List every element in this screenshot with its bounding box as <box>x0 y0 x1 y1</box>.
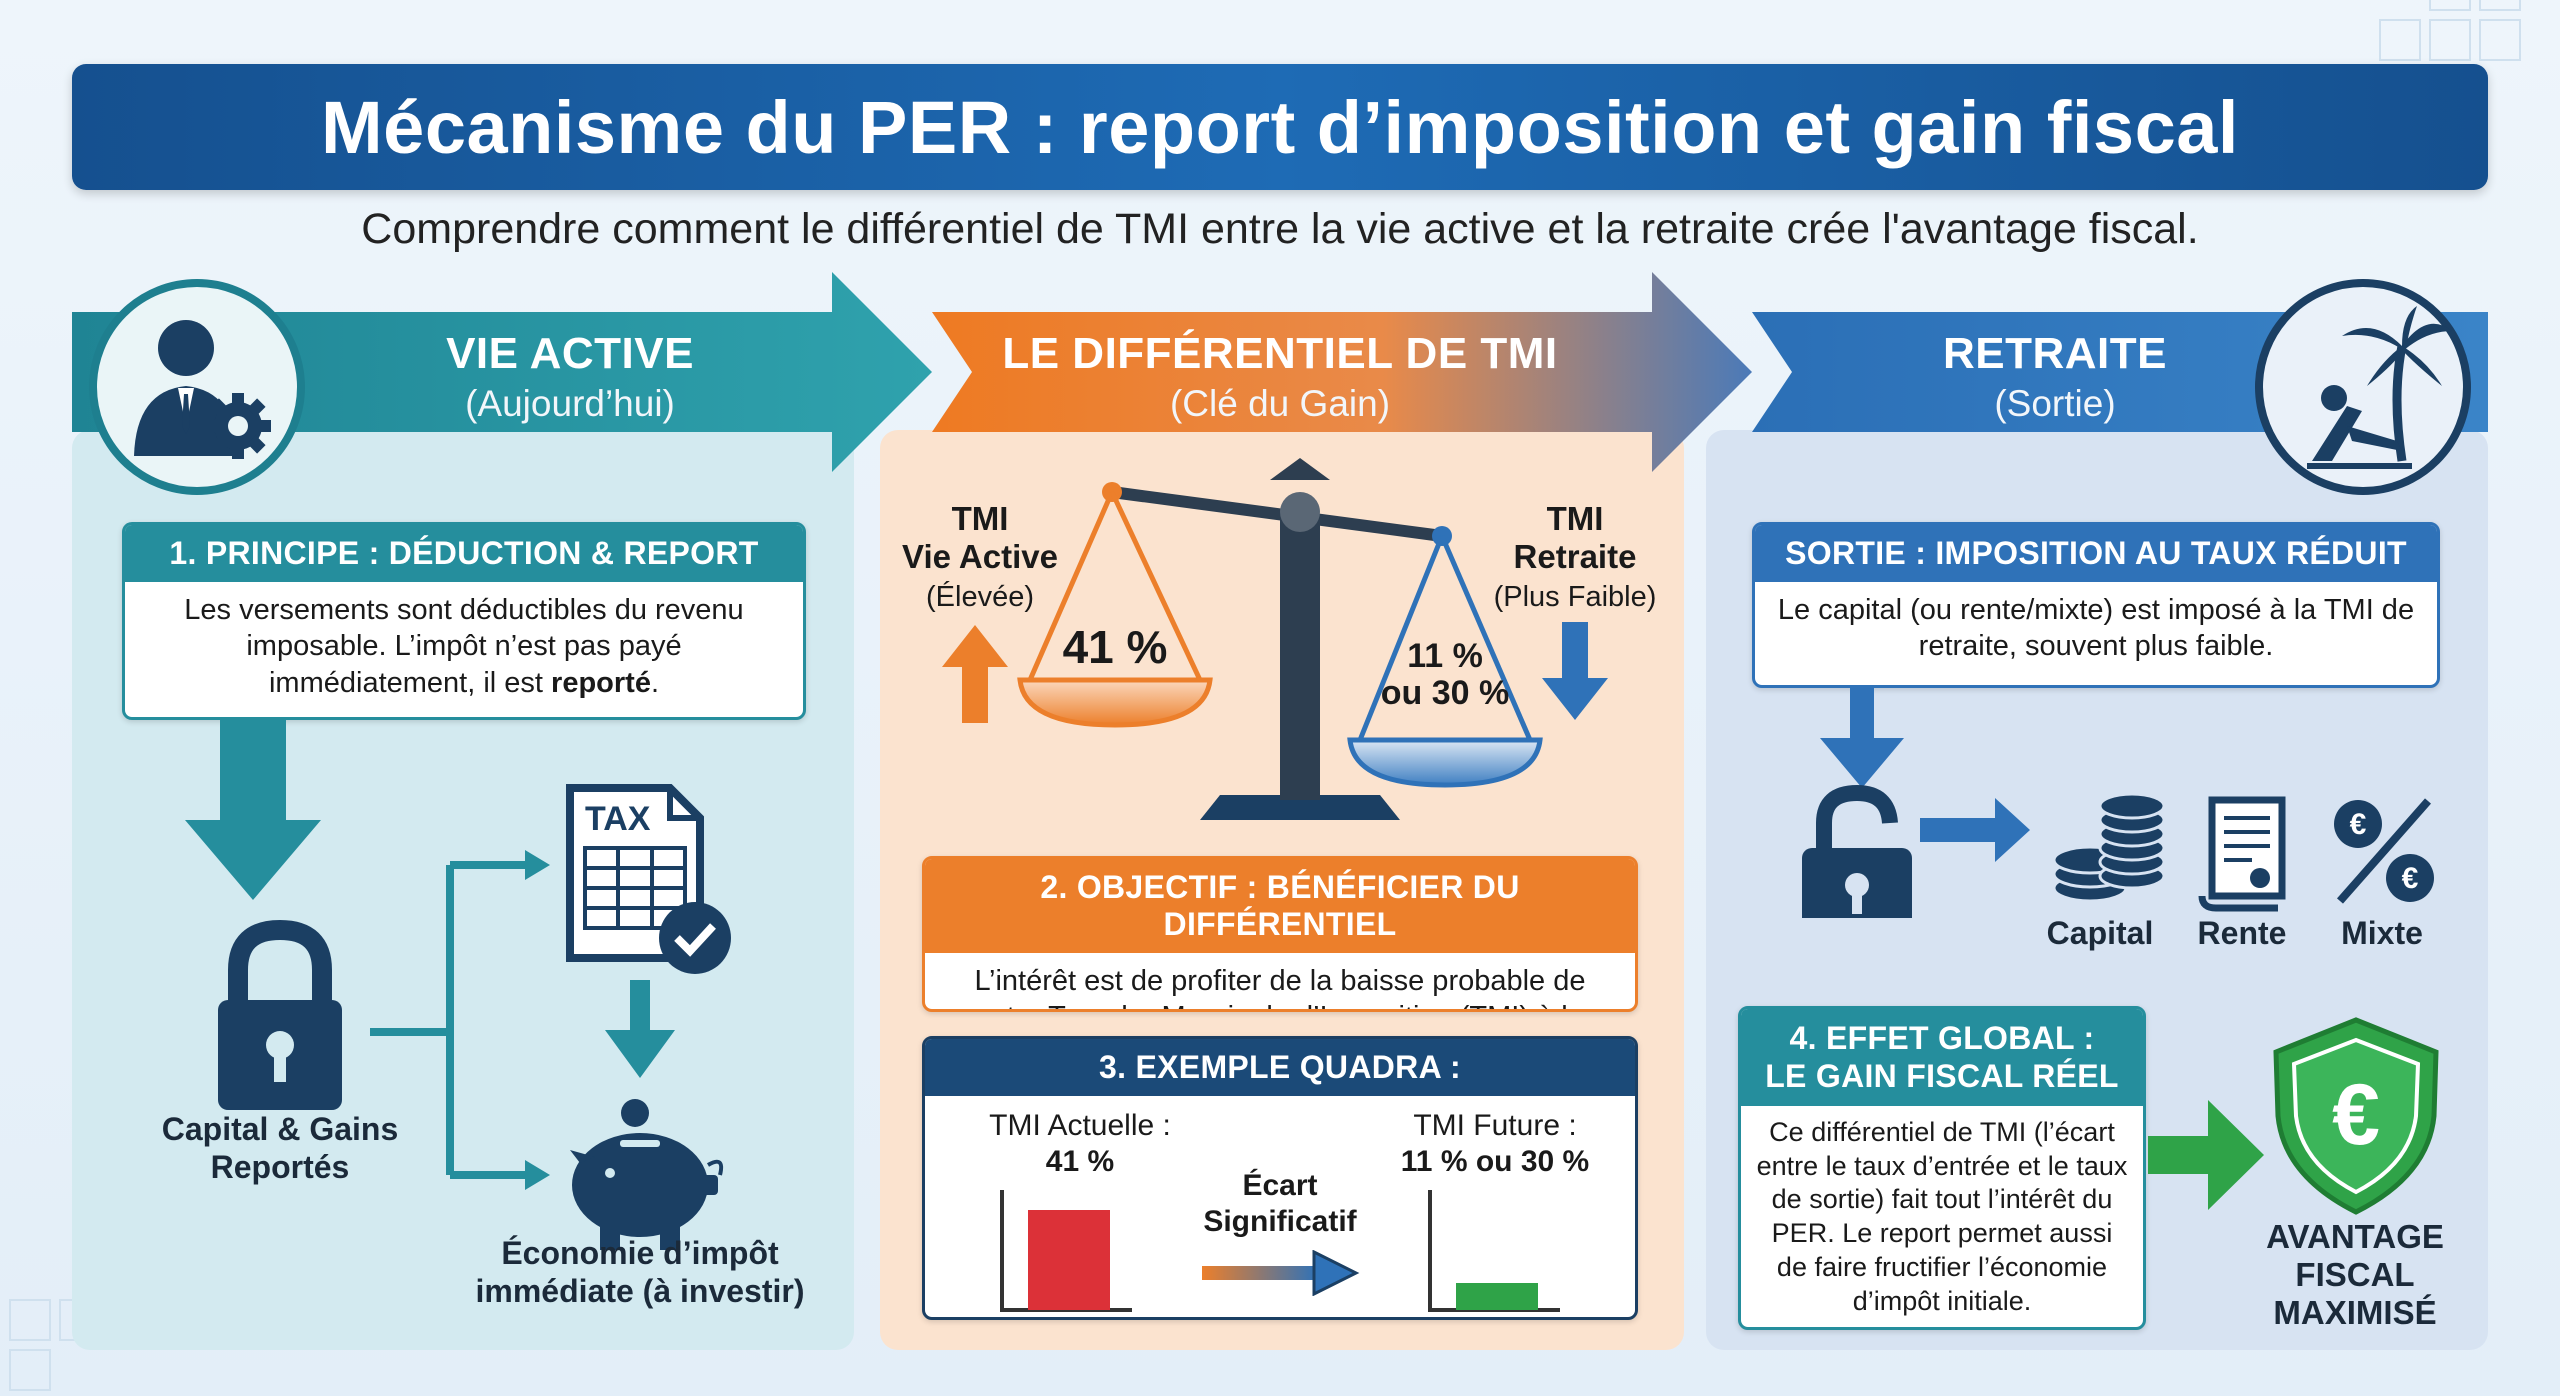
effet-title: 4. EFFET GLOBAL : LE GAIN FISCAL RÉEL <box>1741 1009 2143 1106</box>
ecart-label: Écart Significatif <box>1180 1168 1380 1240</box>
svg-text:€: € <box>2402 862 2419 895</box>
result-line-1: AVANTAGE <box>2266 1218 2444 1255</box>
unlock-icon <box>1802 784 1912 918</box>
tmi-actuelle-value: 41 % <box>1045 1145 1115 1178</box>
businessman-gear-icon <box>89 279 305 495</box>
principe-text-part: Les versements sont déductibles du reven… <box>184 594 744 699</box>
tmi-retraite-label: TMI Retraite (Plus Faible) <box>1480 500 1670 614</box>
down-arrow-icon <box>185 720 321 900</box>
tmi-sub: Retraite <box>1513 537 1637 575</box>
green-arrow-icon <box>2148 1100 2264 1210</box>
coins-icon <box>2052 792 2166 903</box>
option-mixte: Mixte <box>2341 915 2423 951</box>
exemple-title: 3. EXEMPLE QUADRA : <box>925 1039 1635 1096</box>
objectif-title: 2. OBJECTIF : BÉNÉFICIER DU DIFFÉRENTIEL <box>925 859 1635 953</box>
page-subtitle: Comprendre comment le différentiel de TM… <box>361 205 2199 253</box>
arrow-up-icon <box>942 625 1008 723</box>
tax-document-icon: TAX <box>566 784 731 974</box>
tmi-future-text: TMI Future : <box>1413 1109 1577 1142</box>
tmi-sub: Vie Active <box>902 537 1058 575</box>
arrow-right-icon <box>525 850 550 880</box>
section-title: RETRAITE <box>1943 329 2167 378</box>
effet-text: Ce différentiel de TMI (l’écart entre le… <box>1756 1116 2128 1316</box>
shield-symbol: € <box>2332 1067 2380 1163</box>
section-subtitle: (Sortie) <box>1994 383 2116 424</box>
arrow-differentiel <box>932 272 1752 472</box>
ecart-text-2: Significatif <box>1203 1205 1357 1238</box>
sortie-box: SORTIE : IMPOSITION AU TAUX RÉDUIT Le ca… <box>1752 522 2440 688</box>
section-header-vie-active: VIE ACTIVE (Aujourd’hui) <box>320 322 820 432</box>
section-title: VIE ACTIVE <box>446 329 694 378</box>
lock-icon <box>218 919 342 1110</box>
avantage-fiscal-label: AVANTAGE FISCAL MAXIMISÉ <box>2230 1218 2480 1332</box>
principe-text-end: . <box>650 666 660 699</box>
ecart-text-1: Écart <box>1242 1169 1318 1202</box>
tmi-left-value: 41 % <box>1062 621 1168 673</box>
down-arrow-icon <box>1820 688 1904 788</box>
down-arrow-small-icon <box>605 980 675 1078</box>
euro-percent-icon: € € <box>2334 798 2434 904</box>
left-flow-diagram: TAX <box>185 720 731 1250</box>
objectif-box: 2. OBJECTIF : BÉNÉFICIER DU DIFFÉRENTIEL… <box>922 856 1638 1012</box>
section-title: LE DIFFÉRENTIEL DE TMI <box>1002 329 1558 378</box>
tmi-future-label: TMI Future : 11 % ou 30 % <box>1370 1108 1620 1180</box>
euro-shield-icon: € <box>2273 1017 2439 1215</box>
principe-box: 1. PRINCIPE : DÉDUCTION & REPORT Les ver… <box>122 522 806 720</box>
effet-box: 4. EFFET GLOBAL : LE GAIN FISCAL RÉEL Ce… <box>1738 1006 2146 1330</box>
chart-axis-right <box>1428 1190 1560 1312</box>
sortie-title: SORTIE : IMPOSITION AU TAUX RÉDUIT <box>1755 525 2437 582</box>
tmi-right-value: 11 % ou 30 % <box>1350 637 1540 713</box>
result-line-2: FISCAL <box>2295 1255 2415 1293</box>
sortie-text: Le capital (ou rente/mixte) est imposé à… <box>1777 594 2415 663</box>
arrow-down-icon <box>1542 622 1608 720</box>
ecart-arrow-icon <box>1202 1250 1360 1296</box>
exemple-box: 3. EXEMPLE QUADRA : <box>922 1036 1638 1320</box>
tax-label: TAX <box>585 800 651 838</box>
principe-title: 1. PRINCIPE : DÉDUCTION & REPORT <box>125 525 803 582</box>
tmi-right-value-1: 11 % <box>1407 637 1483 675</box>
piggy-bank-icon <box>570 1099 724 1250</box>
palm-beach-chair-icon <box>2255 279 2471 495</box>
scroll-document-icon <box>2198 796 2286 912</box>
balance-scale-icon <box>1017 458 1543 820</box>
tmi-title: TMI <box>1546 500 1604 537</box>
section-subtitle: (Clé du Gain) <box>1169 383 1391 424</box>
tmi-vie-active-label: TMI Vie Active (Élevée) <box>880 500 1080 614</box>
section-header-differentiel: LE DIFFÉRENTIEL DE TMI (Clé du Gain) <box>960 322 1600 432</box>
bar-tmi-actuelle <box>1028 1210 1110 1310</box>
sortie-flow: € € <box>1802 688 2434 918</box>
section-header-retraite: RETRAITE (Sortie) <box>1830 322 2280 432</box>
tmi-future-value: 11 % ou 30 % <box>1400 1145 1590 1178</box>
page-title: Mécanisme du PER : report d’imposition e… <box>321 85 2239 169</box>
principe-text: Les versements sont déductibles du reven… <box>125 582 803 711</box>
tmi-actuelle-label: TMI Actuelle : 41 % <box>940 1108 1220 1180</box>
section-subtitle: (Aujourd’hui) <box>465 383 675 424</box>
objectif-text: L’intérêt est de profiter de la baisse p… <box>974 965 1586 1009</box>
effet-title-1: 4. EFFET GLOBAL : <box>1789 1020 2095 1056</box>
result-line-3: MAXIMISÉ <box>2273 1293 2437 1331</box>
tmi-actuelle-text: TMI Actuelle : <box>989 1109 1171 1142</box>
tmi-note: (Plus Faible) <box>1493 580 1657 613</box>
capital-reportes-label: Capital & Gains Reportés <box>161 1111 399 1186</box>
arrow-right-icon <box>1920 798 2030 862</box>
option-capital: Capital <box>2046 915 2154 951</box>
chart-axis-left <box>1000 1190 1132 1312</box>
principe-text-bold: reporté <box>551 666 651 699</box>
economie-impot-label: Économie d’impôt immédiate (à investir) <box>475 1235 805 1310</box>
arrow-right-icon <box>525 1160 550 1190</box>
option-rente: Rente <box>2197 915 2287 951</box>
bar-tmi-future <box>1456 1283 1538 1310</box>
tmi-title: TMI <box>951 500 1009 537</box>
title-banner: Mécanisme du PER : report d’imposition e… <box>72 64 2488 190</box>
svg-text:€: € <box>2350 808 2367 841</box>
tmi-right-value-2: ou 30 % <box>1380 674 1510 713</box>
tmi-note: (Élevée) <box>926 580 1034 613</box>
effet-title-2: LE GAIN FISCAL RÉEL <box>1765 1058 2119 1095</box>
